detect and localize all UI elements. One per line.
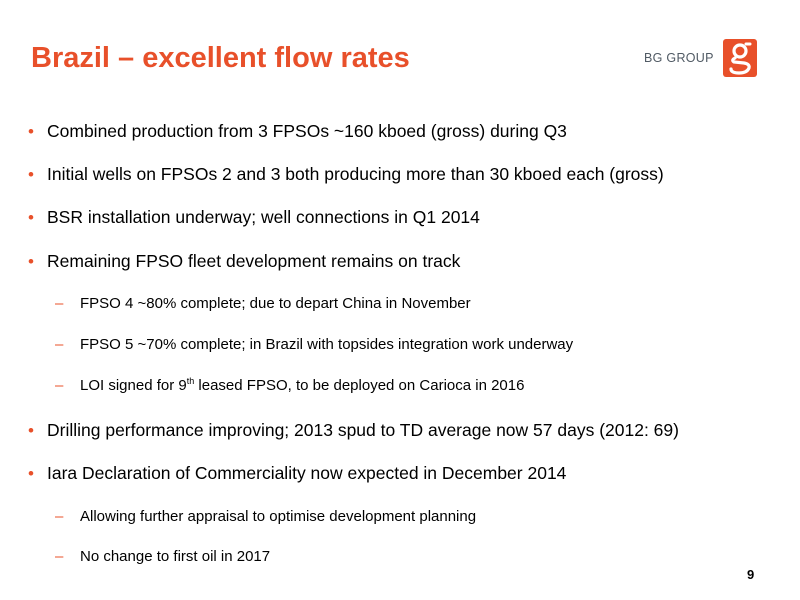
sub-bullet-marker: – [55, 336, 64, 353]
sub-bullet-text: Allowing further appraisal to optimise d… [80, 508, 477, 525]
bg-group-logo-icon [722, 39, 757, 77]
bullet-text: Iara Declaration of Commerciality now ex… [47, 463, 567, 483]
sub-bullet-item: – FPSO 5 ~70% complete; in Brazil with t… [55, 336, 573, 353]
bullet-marker: • [28, 122, 34, 141]
ordinal-suffix: th [186, 376, 195, 386]
bullet-item: • Iara Declaration of Commerciality now … [28, 463, 566, 484]
logo-glyph-icon [729, 42, 752, 75]
bullet-marker: • [28, 464, 34, 483]
bullet-marker: • [28, 208, 34, 227]
bullet-text: BSR installation underway; well connecti… [47, 207, 480, 227]
sub-bullet-item: – Allowing further appraisal to optimise… [55, 508, 476, 525]
page-number: 9 [747, 567, 755, 582]
sub-bullet-marker: – [55, 295, 64, 312]
sub-bullet-item: – FPSO 4 ~80% complete; due to depart Ch… [55, 295, 471, 312]
bullet-marker: • [28, 252, 34, 271]
sub-bullet-text: LOI signed for 9th leased FPSO, to be de… [80, 376, 525, 395]
bg-group-logo: BG GROUP [644, 38, 757, 78]
sub-bullet-marker: – [55, 548, 64, 565]
bullet-text: Initial wells on FPSOs 2 and 3 both prod… [47, 164, 664, 184]
sub-bullet-text: FPSO 5 ~70% complete; in Brazil with top… [80, 336, 574, 353]
bullet-item: • Combined production from 3 FPSOs ~160 … [28, 121, 567, 142]
sub-bullet-text: FPSO 4 ~80% complete; due to depart Chin… [80, 295, 471, 312]
bullet-text: Drilling performance improving; 2013 spu… [47, 420, 679, 440]
sub-bullet-text: No change to first oil in 2017 [80, 548, 271, 565]
sub-bullet-text-after: leased FPSO, to be deployed on Carioca i… [194, 377, 525, 394]
bullet-item: • BSR installation underway; well connec… [28, 207, 480, 228]
bullet-item: • Remaining FPSO fleet development remai… [28, 251, 460, 272]
bullet-marker: • [28, 165, 34, 184]
sub-bullet-marker: – [55, 377, 64, 394]
sub-bullet-item: – No change to first oil in 2017 [55, 548, 270, 565]
bullet-text: Remaining FPSO fleet development remains… [47, 251, 461, 271]
bullet-item: • Initial wells on FPSOs 2 and 3 both pr… [28, 164, 664, 185]
sub-bullet-marker: – [55, 508, 64, 525]
slide-title: Brazil – excellent flow rates [31, 42, 410, 74]
bullet-marker: • [28, 421, 34, 440]
bullet-item: • Drilling performance improving; 2013 s… [28, 420, 679, 441]
logo-text: BG GROUP [644, 51, 714, 65]
bullet-text: Combined production from 3 FPSOs ~160 kb… [47, 121, 567, 141]
sub-bullet-item: – LOI signed for 9th leased FPSO, to be … [55, 376, 525, 395]
sub-bullet-text-before: LOI signed for 9 [80, 377, 187, 394]
